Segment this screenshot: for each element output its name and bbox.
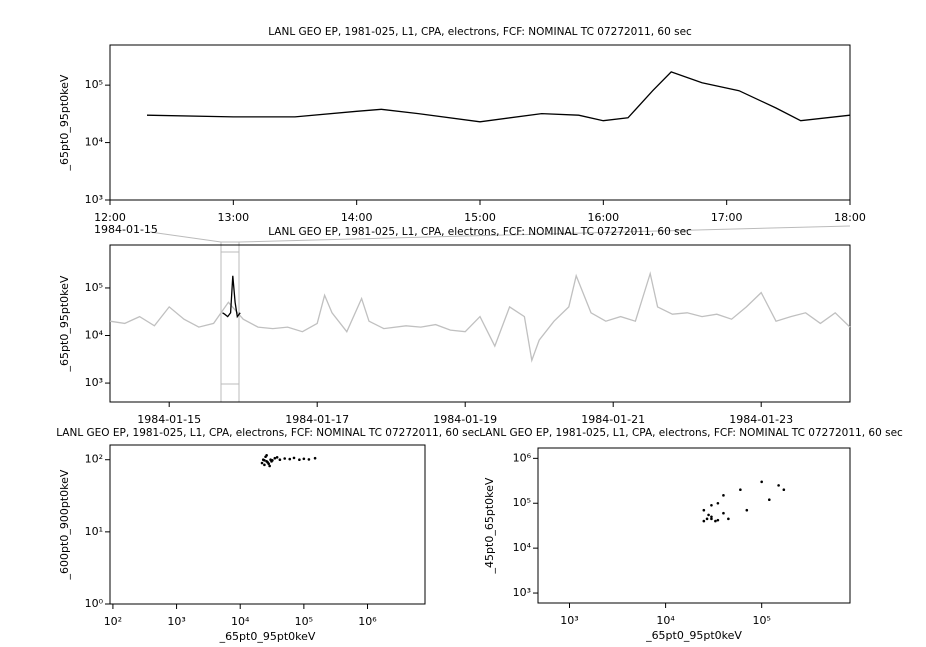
zoom-guides [149, 225, 851, 403]
plot-frame [537, 447, 851, 604]
data-point [283, 457, 287, 460]
x-tick-label: 10³ [167, 615, 185, 628]
x-tick-label: 16:00 [587, 211, 619, 224]
data-point [288, 457, 292, 461]
y-tick-label: 10⁵ [85, 281, 103, 294]
y-tick-label: 10⁴ [85, 136, 104, 149]
x-tick-label: 10⁴ [656, 614, 675, 627]
x-tick-label: 1984-01-23 [729, 413, 793, 426]
data-point [273, 456, 277, 460]
x-tick-label: 14:00 [341, 211, 373, 224]
y-axis-label: _600pt0_900pt0keV [58, 469, 71, 580]
data-point [777, 484, 780, 487]
data-point [767, 498, 771, 501]
x-tick-label: 10² [104, 615, 122, 628]
chart-title: LANL GEO EP, 1981-025, L1, CPA, electron… [56, 427, 480, 439]
data-point [292, 456, 296, 460]
x-tick-label: 17:00 [711, 211, 743, 224]
data-point [302, 457, 306, 461]
y-tick-label: 10¹ [85, 525, 103, 538]
y-tick-label: 10⁶ [513, 451, 532, 464]
chart-title: LANL GEO EP, 1981-025, L1, CPA, electron… [268, 226, 692, 238]
data-point [782, 488, 786, 492]
y-tick-label: 10³ [85, 376, 103, 389]
y-tick-label: 10² [85, 453, 103, 466]
data-point [298, 458, 301, 462]
x-tick-label: 13:00 [217, 211, 249, 224]
plot-frame [109, 44, 851, 201]
y-axis-label: _45pt0_65pt0keV [483, 477, 496, 574]
data-point [705, 517, 709, 521]
x-tick-label: 1984-01-19 [433, 413, 497, 426]
data-point [275, 456, 279, 459]
y-tick-label: 10³ [513, 586, 531, 599]
data-point [710, 517, 713, 521]
plot-frame [109, 244, 851, 403]
data-point [270, 460, 273, 463]
x-tick-label: 1984-01-21 [581, 413, 645, 426]
data-point [739, 488, 742, 492]
data-point [268, 464, 271, 468]
y-tick-label: 10⁰ [85, 597, 104, 610]
x-tick-label: 10⁶ [358, 615, 377, 628]
data-point [727, 517, 730, 521]
data-point [722, 494, 725, 497]
x-tick-label: 10⁵ [752, 614, 770, 627]
data-point [707, 513, 710, 517]
y-tick-label: 10⁴ [85, 329, 104, 342]
y-tick-label: 10⁴ [513, 541, 532, 554]
x-tick-label: 10⁵ [295, 615, 313, 628]
x-tick-label: 15:00 [464, 211, 496, 224]
data-point [716, 501, 720, 505]
data-point [702, 508, 706, 512]
y-tick-label: 10⁵ [513, 496, 531, 509]
date-label: 1984-01-15 [94, 223, 158, 236]
data-point [307, 458, 311, 461]
data-point [265, 454, 268, 457]
data-line [222, 275, 241, 319]
y-tick-label: 10⁵ [85, 78, 103, 91]
x-tick-label: 1984-01-17 [285, 413, 349, 426]
x-axis-label: _65pt0_95pt0keV [645, 629, 742, 642]
x-tick-label: 12:00 [94, 211, 126, 224]
x-tick-label: 10³ [560, 614, 578, 627]
data-point [722, 511, 725, 515]
data-point [263, 463, 266, 467]
data-point [716, 518, 720, 522]
data-point [710, 503, 713, 507]
data-point [313, 456, 317, 460]
x-axis-label: _65pt0_95pt0keV [219, 630, 316, 643]
y-tick-label: 10³ [85, 193, 103, 206]
chart-title: LANL GEO EP, 1981-025, L1, CPA, electron… [479, 427, 903, 439]
data-point [760, 480, 763, 484]
data-point [710, 515, 713, 519]
data-line [109, 271, 851, 363]
data-point [702, 519, 706, 523]
data-point [263, 459, 266, 462]
x-tick-label: 10⁴ [231, 615, 250, 628]
data-line [146, 71, 851, 123]
data-point [266, 461, 269, 464]
chart-title: LANL GEO EP, 1981-025, L1, CPA, electron… [268, 26, 692, 38]
y-axis-label: _65pt0_95pt0keV [58, 275, 71, 372]
data-point [260, 461, 264, 465]
data-point [278, 458, 282, 462]
x-tick-label: 18:00 [834, 211, 866, 224]
data-point [714, 519, 717, 523]
x-tick-label: 1984-01-15 [137, 413, 201, 426]
data-point [745, 508, 749, 512]
y-axis-label: _65pt0_95pt0keV [58, 74, 71, 171]
plot-frame [109, 444, 426, 605]
